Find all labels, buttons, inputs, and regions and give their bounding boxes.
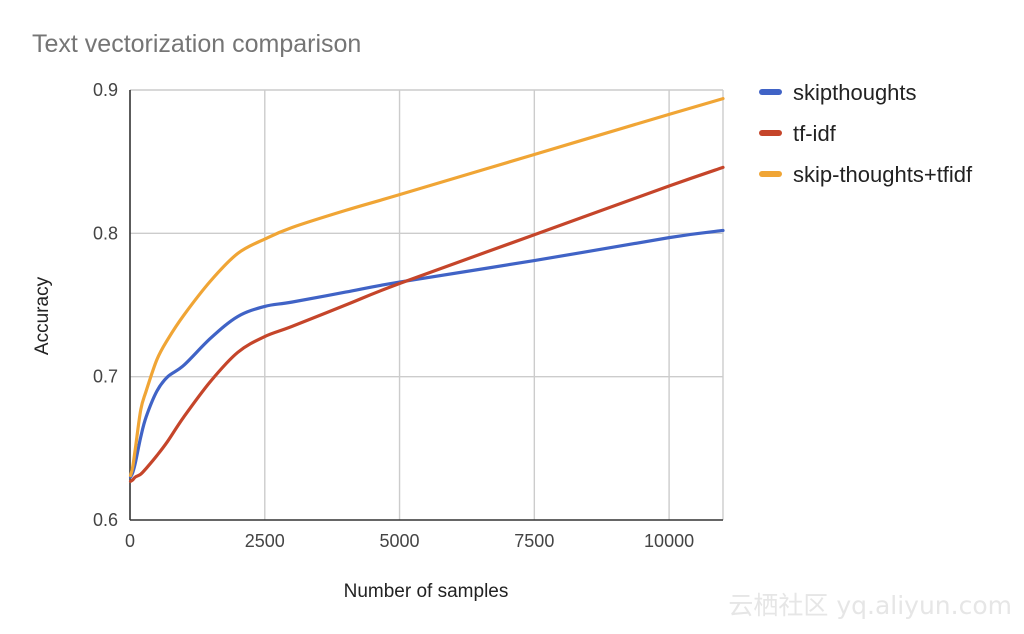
chart-title: Text vectorization comparison — [32, 30, 361, 58]
y-tick-label: 0.7 — [93, 367, 118, 387]
x-tick-label: 7500 — [514, 531, 554, 551]
x-tick-label: 0 — [125, 531, 135, 551]
x-tick-label: 2500 — [245, 531, 285, 551]
gridlines — [130, 89, 724, 520]
series-lines — [128, 97, 725, 483]
y-tick-label: 0.8 — [93, 223, 118, 243]
legend-label-skip-thoughts+tfidf: skip-thoughts+tfidf — [793, 162, 973, 187]
series-line-skip-thoughts+tfidf — [128, 97, 725, 478]
y-tick-label: 0.6 — [93, 510, 118, 530]
x-axis-title: Number of samples — [344, 581, 509, 602]
series-line-skipthoughts — [128, 228, 725, 479]
y-tick-labels: 0.6 0.7 0.8 0.9 — [93, 80, 118, 530]
legend-label-tf-idf: tf-idf — [793, 121, 837, 146]
x-tick-label: 10000 — [644, 531, 694, 551]
watermark-text: 云栖社区 yq.aliyun.com — [728, 591, 1012, 620]
legend-label-skipthoughts: skipthoughts — [793, 80, 917, 105]
y-tick-label: 0.9 — [93, 80, 118, 100]
series-line-tf-idf — [128, 165, 725, 483]
legend: skipthoughts tf-idf skip-thoughts+tfidf — [759, 80, 973, 187]
x-tick-labels: 0 2500 5000 7500 10000 — [125, 531, 694, 551]
x-tick-label: 5000 — [380, 531, 420, 551]
y-axis-title: Accuracy — [32, 276, 53, 355]
